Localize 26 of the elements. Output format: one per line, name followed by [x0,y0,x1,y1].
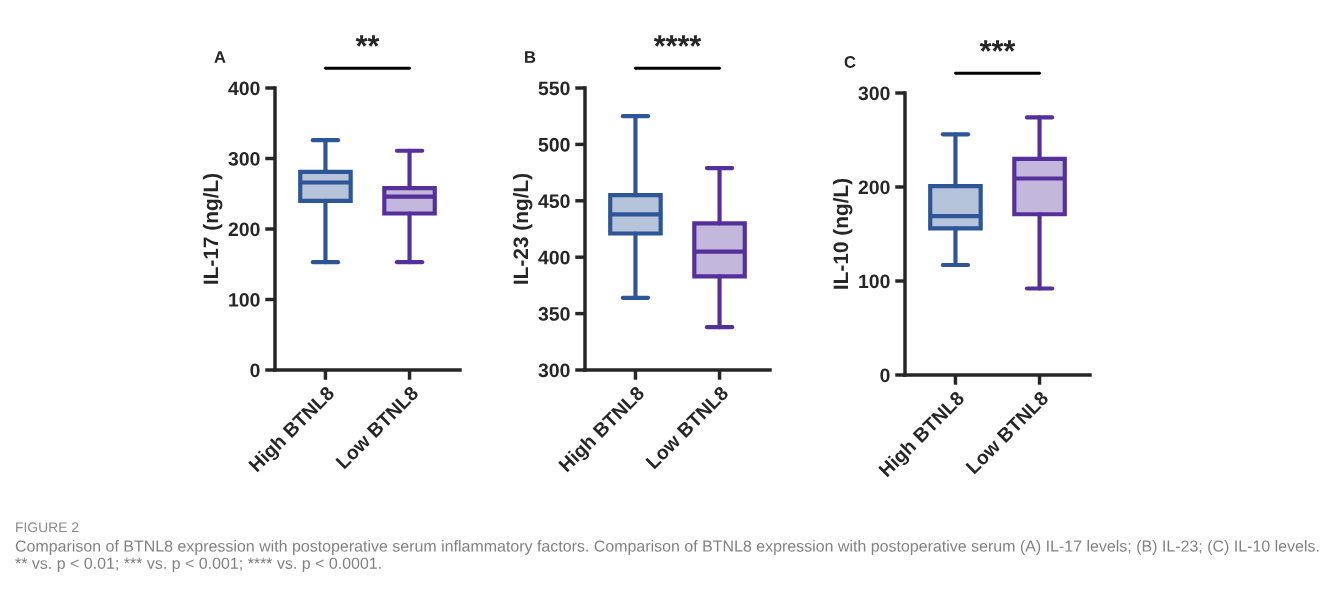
y-tick-label: 400 [228,81,260,96]
y-tick-label: 300 [538,363,570,378]
y-tick-label: 300 [858,86,890,101]
text: *** [979,40,1016,52]
y-tick-label: 200 [228,222,260,237]
y-tick-label: 350 [538,307,570,321]
y-axis-title: IL-10 (ng/L) [832,178,853,289]
chart-title: C [844,56,856,68]
y-tick-label: 0 [880,368,890,383]
text: ** [355,35,380,47]
chart-title: B [525,51,536,63]
text: FIGURE 2 [16,522,79,533]
y-tick-label: 200 [858,180,890,195]
text: **** [653,35,702,47]
y-tick-label: 450 [538,194,570,209]
chart-title: A [214,51,226,63]
y-tick-label: 300 [228,151,260,166]
y-tick-label: 400 [538,250,570,265]
y-axis-title: IL-17 (ng/L) [202,173,223,284]
text: Comparison of BTNL8 expression with postoperative serum inflammatory factors. Comparison of BTNL8 expression with postoperative serum (A) IL-17 levels; (B) IL-23; (C) IL-10 levels. ** vs. p < 0.01; *** vs. p < 0.001; **** vs. p < 0.0001. [15,540,1319,573]
y-axis-title: IL-23 (ng/L) [512,173,533,284]
y-tick-label: 550 [538,81,570,96]
y-tick-label: 0 [250,363,260,378]
y-tick-label: 100 [229,292,260,307]
y-tick-label: 500 [538,137,570,152]
y-tick-label: 100 [859,274,890,289]
